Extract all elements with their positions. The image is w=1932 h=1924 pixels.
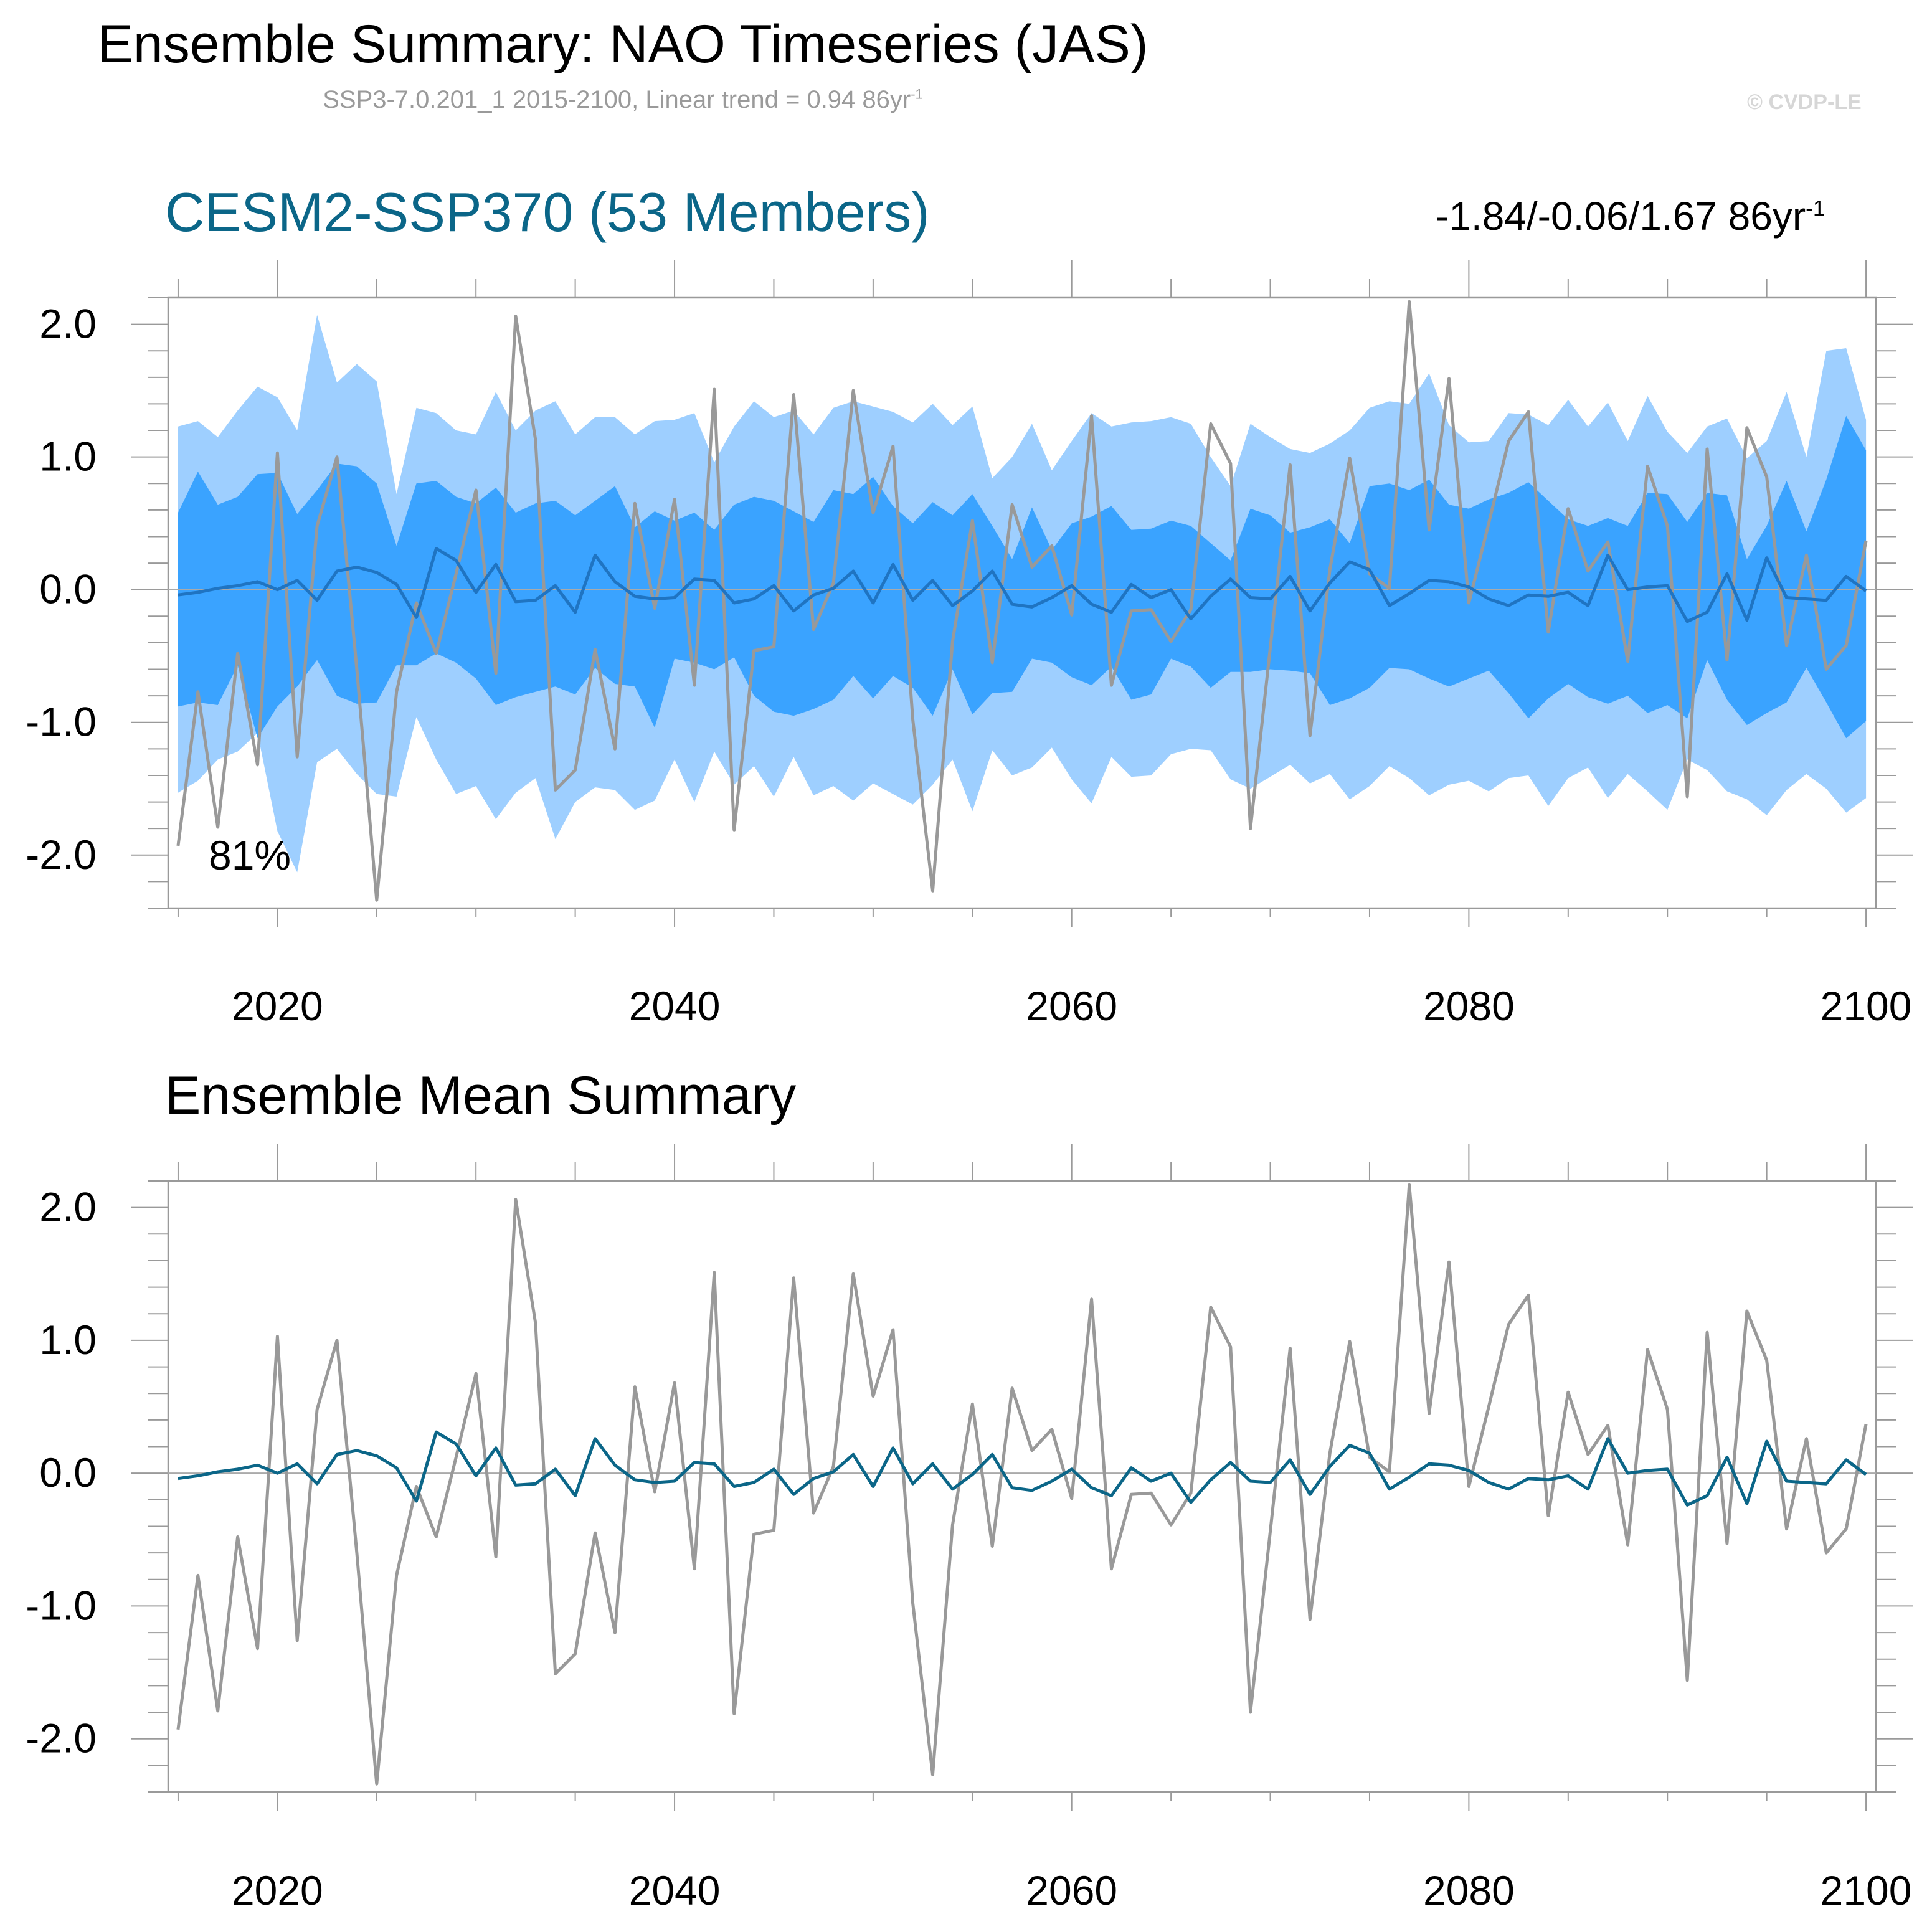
panel1-frame	[167, 296, 1877, 909]
subtitle-superscript: -1	[911, 86, 923, 102]
panel1-ytick-label: -2.0	[26, 832, 97, 878]
panel2-mean-line	[178, 1430, 1867, 1507]
panel2-xtick-label-2060: 2060	[1026, 1867, 1117, 1913]
panel2-plot: 2020 2040 2060 2080 2100 -2.0 -1.0 0.0 1.0 2.0	[26, 1144, 1913, 1913]
panel1-xtick-label-2020: 2020	[232, 983, 323, 1029]
panel1-band-inner	[178, 415, 1867, 739]
panel1-ytick-label: 2.0	[39, 301, 97, 347]
panel2-frame	[167, 1180, 1877, 1793]
main-title: Ensemble Summary: NAO Timeseries (JAS)	[97, 14, 1148, 74]
subtitle: SSP3-7.0.201_1 2015-2100, Linear trend =…	[323, 86, 923, 114]
panel2-ytick-label: 0.0	[39, 1449, 97, 1495]
panel2-ytick-label: 2.0	[39, 1184, 97, 1230]
panel2-ytick-label: 1.0	[39, 1317, 97, 1363]
panel1-xtick-label-2080: 2080	[1423, 983, 1515, 1029]
watermark: © CVDP-LE	[1747, 90, 1862, 114]
panel2-observed-line	[176, 1183, 1868, 1786]
panel1-xtick-label-2100: 2100	[1821, 983, 1912, 1029]
panel1-stats-superscript: -1	[1806, 196, 1825, 221]
panel1-plot: 2020 2040 2060 2080 2100 -2.0 -1.0 0.0 1.0 2.0 81%	[26, 260, 1913, 1029]
panel1-ytick-label: -1.0	[26, 699, 97, 745]
panel2-xtick-label-2100: 2100	[1821, 1867, 1912, 1913]
panel1-ytick-label: 1.0	[39, 434, 97, 480]
panel1-xtick-label-2040: 2040	[629, 983, 721, 1029]
panel1-stats: -1.84/-0.06/1.67 86yr-1	[1436, 193, 1825, 239]
panel2-title: Ensemble Mean Summary	[165, 1066, 797, 1125]
panel1-stats-text: -1.84/-0.06/1.67 86yr	[1436, 194, 1806, 239]
panel1-observed-line	[176, 300, 1868, 902]
panel1-percent-label: 81%	[209, 832, 291, 878]
panel1-ytick-label: 0.0	[39, 566, 97, 612]
panel1-mean-line	[178, 547, 1867, 623]
panel2-xtick-label-2040: 2040	[629, 1867, 721, 1913]
panel2-xtick-label-2020: 2020	[232, 1867, 323, 1913]
panel2-ytick-label: -1.0	[26, 1582, 97, 1628]
panel2-ytick-label: -2.0	[26, 1715, 97, 1761]
panel1-xtick-label-2060: 2060	[1026, 983, 1117, 1029]
subtitle-text: SSP3-7.0.201_1 2015-2100, Linear trend =…	[323, 86, 911, 113]
panel2-xtick-label-2080: 2080	[1423, 1867, 1515, 1913]
panel1-title: CESM2-SSP370 (53 Members)	[165, 181, 930, 243]
